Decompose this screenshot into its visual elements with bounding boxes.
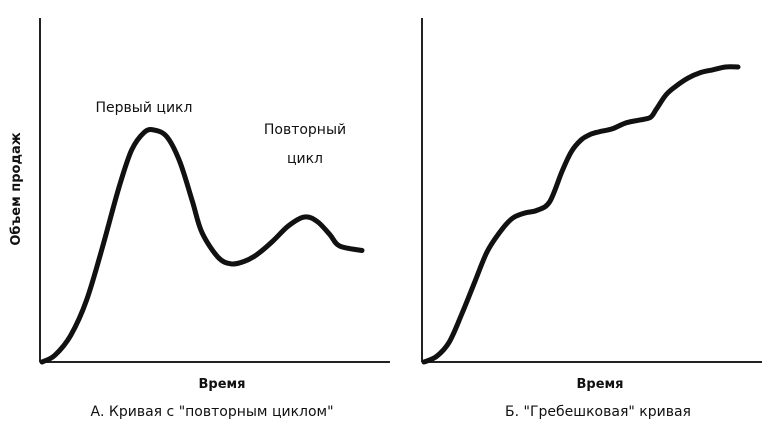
chart-a-annotation-repeat-cycle-line2: цикл — [287, 151, 323, 167]
chart-b: Время Б. "Гребешковая" кривая — [421, 18, 762, 420]
chart-b-series-line — [421, 64, 741, 365]
chart-b-x-axis-label: Время — [576, 377, 623, 392]
chart-a-annotation-first-cycle: Первый цикл — [96, 100, 193, 116]
chart-a-series-line — [39, 127, 365, 365]
chart-a-y-axis-label: Объем продаж — [9, 132, 24, 245]
chart-a-caption: А. Кривая с "повторным циклом" — [90, 404, 333, 420]
chart-a-annotation-repeat-cycle-line1: Повторный — [264, 122, 346, 138]
chart-a-x-axis-label: Время — [198, 377, 245, 392]
chart-a: Первый цикл Повторный цикл Время А. Крив… — [9, 18, 390, 420]
chart-b-caption: Б. "Гребешковая" кривая — [505, 404, 691, 420]
